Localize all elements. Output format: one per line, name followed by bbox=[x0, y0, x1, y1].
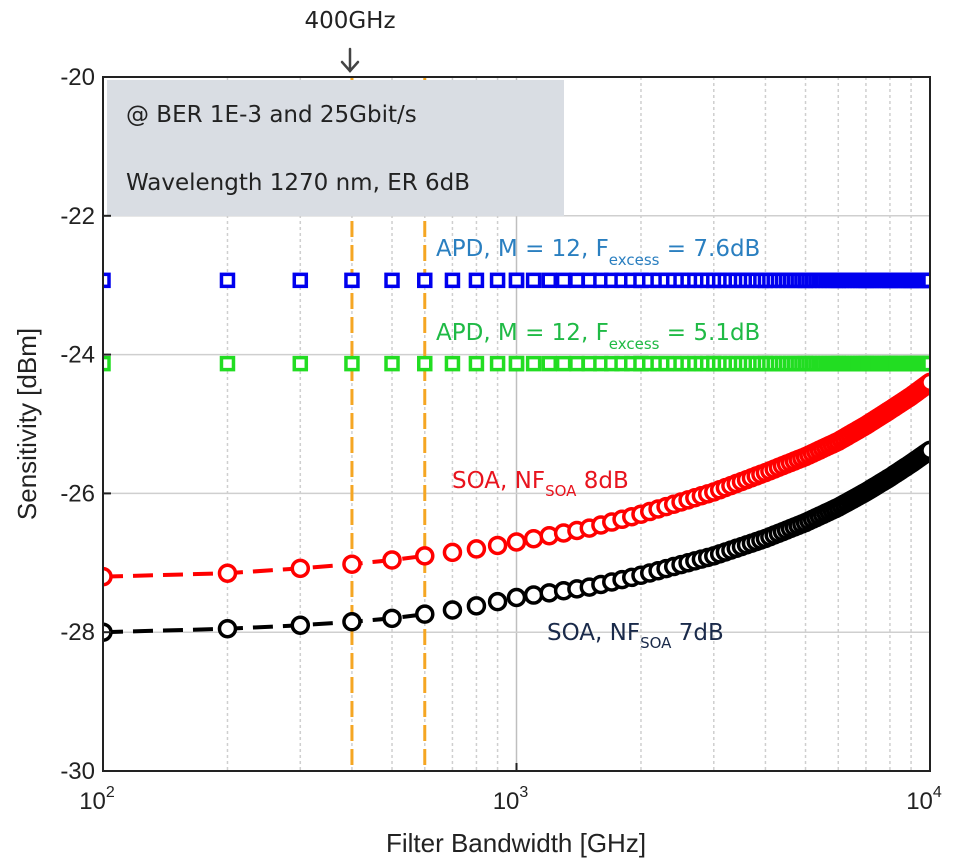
data-point-soa7 bbox=[342, 612, 362, 632]
y-axis-title: Sensitivity [dBm] bbox=[12, 328, 42, 520]
x-tick-label: 104 bbox=[906, 784, 942, 815]
x-axis-title: Filter Bandwidth [GHz] bbox=[386, 828, 646, 858]
data-point-soa7 bbox=[382, 608, 402, 629]
series-label-soa-8-tail: 8dB bbox=[576, 468, 628, 494]
data-point-apd51 bbox=[417, 355, 433, 372]
data-point-soa8 bbox=[506, 532, 527, 552]
info-box-background bbox=[107, 80, 564, 216]
data-point-apd76 bbox=[444, 272, 461, 289]
data-point-soa8 bbox=[920, 372, 930, 393]
series-soa8 bbox=[103, 372, 930, 587]
data-point-soa7 bbox=[442, 600, 463, 620]
data-point-apd51 bbox=[468, 355, 485, 372]
data-point-apd51 bbox=[508, 355, 525, 372]
data-point-soa8 bbox=[487, 535, 508, 556]
series-label-soa-8-main: SOA, NF bbox=[452, 468, 545, 494]
data-point-soa7 bbox=[415, 604, 435, 624]
data-point-soa7 bbox=[290, 615, 311, 636]
series-label-soa-8: SOA, NFSOA 8dB bbox=[452, 468, 629, 500]
data-point-apd51 bbox=[219, 355, 236, 372]
data-point-apd51 bbox=[103, 355, 111, 372]
data-point-soa8 bbox=[442, 542, 463, 563]
series-label-soa-7-sub: SOA bbox=[640, 634, 672, 652]
y-tick-label: -20 bbox=[60, 64, 95, 91]
data-point-soa7 bbox=[506, 587, 527, 608]
data-point-apd51 bbox=[922, 355, 930, 372]
info-box: @ BER 1E-3 and 25Gbit/s Wavelength 1270 … bbox=[107, 80, 564, 216]
series-soa7 bbox=[103, 440, 930, 642]
data-point-apd76 bbox=[569, 272, 585, 289]
data-point-soa8 bbox=[523, 528, 544, 549]
series-label-apd-5-1: APD, M = 12, Fexcess = 5.1dB bbox=[436, 320, 760, 353]
data-point-apd76 bbox=[219, 272, 236, 289]
trend-line-soa7 bbox=[103, 612, 426, 635]
series-label-soa-8-sub: SOA bbox=[545, 482, 577, 500]
data-point-apd76 bbox=[292, 272, 309, 289]
y-tick-label: -22 bbox=[60, 203, 95, 230]
data-point-apd51 bbox=[384, 355, 400, 372]
y-tick-label: -30 bbox=[60, 758, 95, 785]
y-tick-label: -28 bbox=[60, 619, 95, 646]
info-box-line-2: Wavelength 1270 nm, ER 6dB bbox=[126, 170, 470, 196]
data-point-apd76 bbox=[508, 272, 525, 289]
series-label-soa-7: SOA, NFSOA 7dB bbox=[547, 620, 724, 652]
data-point-apd76 bbox=[417, 272, 433, 289]
reference-lines bbox=[350, 77, 427, 771]
series-label-apd-7-6-sub: excess bbox=[609, 251, 660, 269]
data-point-apd51 bbox=[444, 355, 461, 372]
series-label-soa-7-main: SOA, NF bbox=[547, 620, 640, 646]
data-point-apd51 bbox=[525, 355, 542, 372]
data-point-apd51 bbox=[569, 355, 585, 372]
data-point-apd76 bbox=[344, 272, 360, 289]
series-label-apd-5-1-sub: excess bbox=[609, 335, 660, 353]
data-point-apd51 bbox=[541, 355, 557, 372]
series-label-apd-5-1-main: APD, M = 12, F bbox=[436, 320, 609, 346]
data-point-apd51 bbox=[555, 355, 572, 372]
y-tick-label: -26 bbox=[60, 480, 95, 507]
data-point-soa8 bbox=[466, 539, 487, 559]
data-point-apd76 bbox=[103, 272, 111, 289]
data-point-apd76 bbox=[489, 272, 506, 289]
data-point-soa7 bbox=[920, 440, 930, 461]
data-point-soa8 bbox=[415, 546, 435, 566]
data-point-soa8 bbox=[290, 558, 311, 579]
data-point-soa8 bbox=[382, 550, 402, 570]
series-label-apd-7-6-main: APD, M = 12, F bbox=[436, 236, 609, 262]
data-point-apd76 bbox=[525, 272, 542, 289]
trend-line-soa8 bbox=[103, 553, 426, 579]
data-point-apd76 bbox=[922, 272, 930, 289]
data-point-apd76 bbox=[555, 272, 572, 289]
data-point-apd76 bbox=[384, 272, 400, 289]
data-point-apd51 bbox=[489, 355, 506, 372]
y-tick-label: -24 bbox=[60, 342, 95, 369]
series-label-apd-5-1-tail: = 5.1dB bbox=[659, 320, 760, 346]
data-point-soa8 bbox=[342, 554, 362, 574]
series-layer bbox=[103, 272, 930, 642]
x-tick-label: 103 bbox=[493, 784, 529, 815]
data-point-apd51 bbox=[344, 355, 360, 372]
data-point-soa7 bbox=[523, 585, 544, 605]
info-box-line-1: @ BER 1E-3 and 25Gbit/s bbox=[126, 102, 417, 128]
series-label-apd-7-6-tail: = 7.6dB bbox=[659, 236, 760, 262]
axes: -30 -28 -26 -24 -22 -20 102 103 104 bbox=[60, 64, 942, 815]
series-apd51 bbox=[103, 355, 930, 372]
data-point-soa8 bbox=[217, 563, 238, 583]
series-apd76 bbox=[103, 272, 930, 289]
marker-annotation-label: 400GHz bbox=[304, 8, 395, 34]
data-point-apd76 bbox=[541, 272, 557, 289]
data-point-apd51 bbox=[292, 355, 309, 372]
x-tick-label: 102 bbox=[79, 784, 115, 815]
series-label-soa-7-tail: 7dB bbox=[671, 620, 723, 646]
data-point-soa8 bbox=[103, 566, 113, 587]
series-label-apd-7-6: APD, M = 12, Fexcess = 7.6dB bbox=[436, 236, 760, 269]
data-point-apd76 bbox=[468, 272, 485, 289]
down-arrow-icon bbox=[340, 47, 360, 73]
data-point-soa7 bbox=[466, 596, 487, 616]
data-point-soa7 bbox=[217, 618, 238, 639]
data-point-soa7 bbox=[487, 591, 508, 612]
